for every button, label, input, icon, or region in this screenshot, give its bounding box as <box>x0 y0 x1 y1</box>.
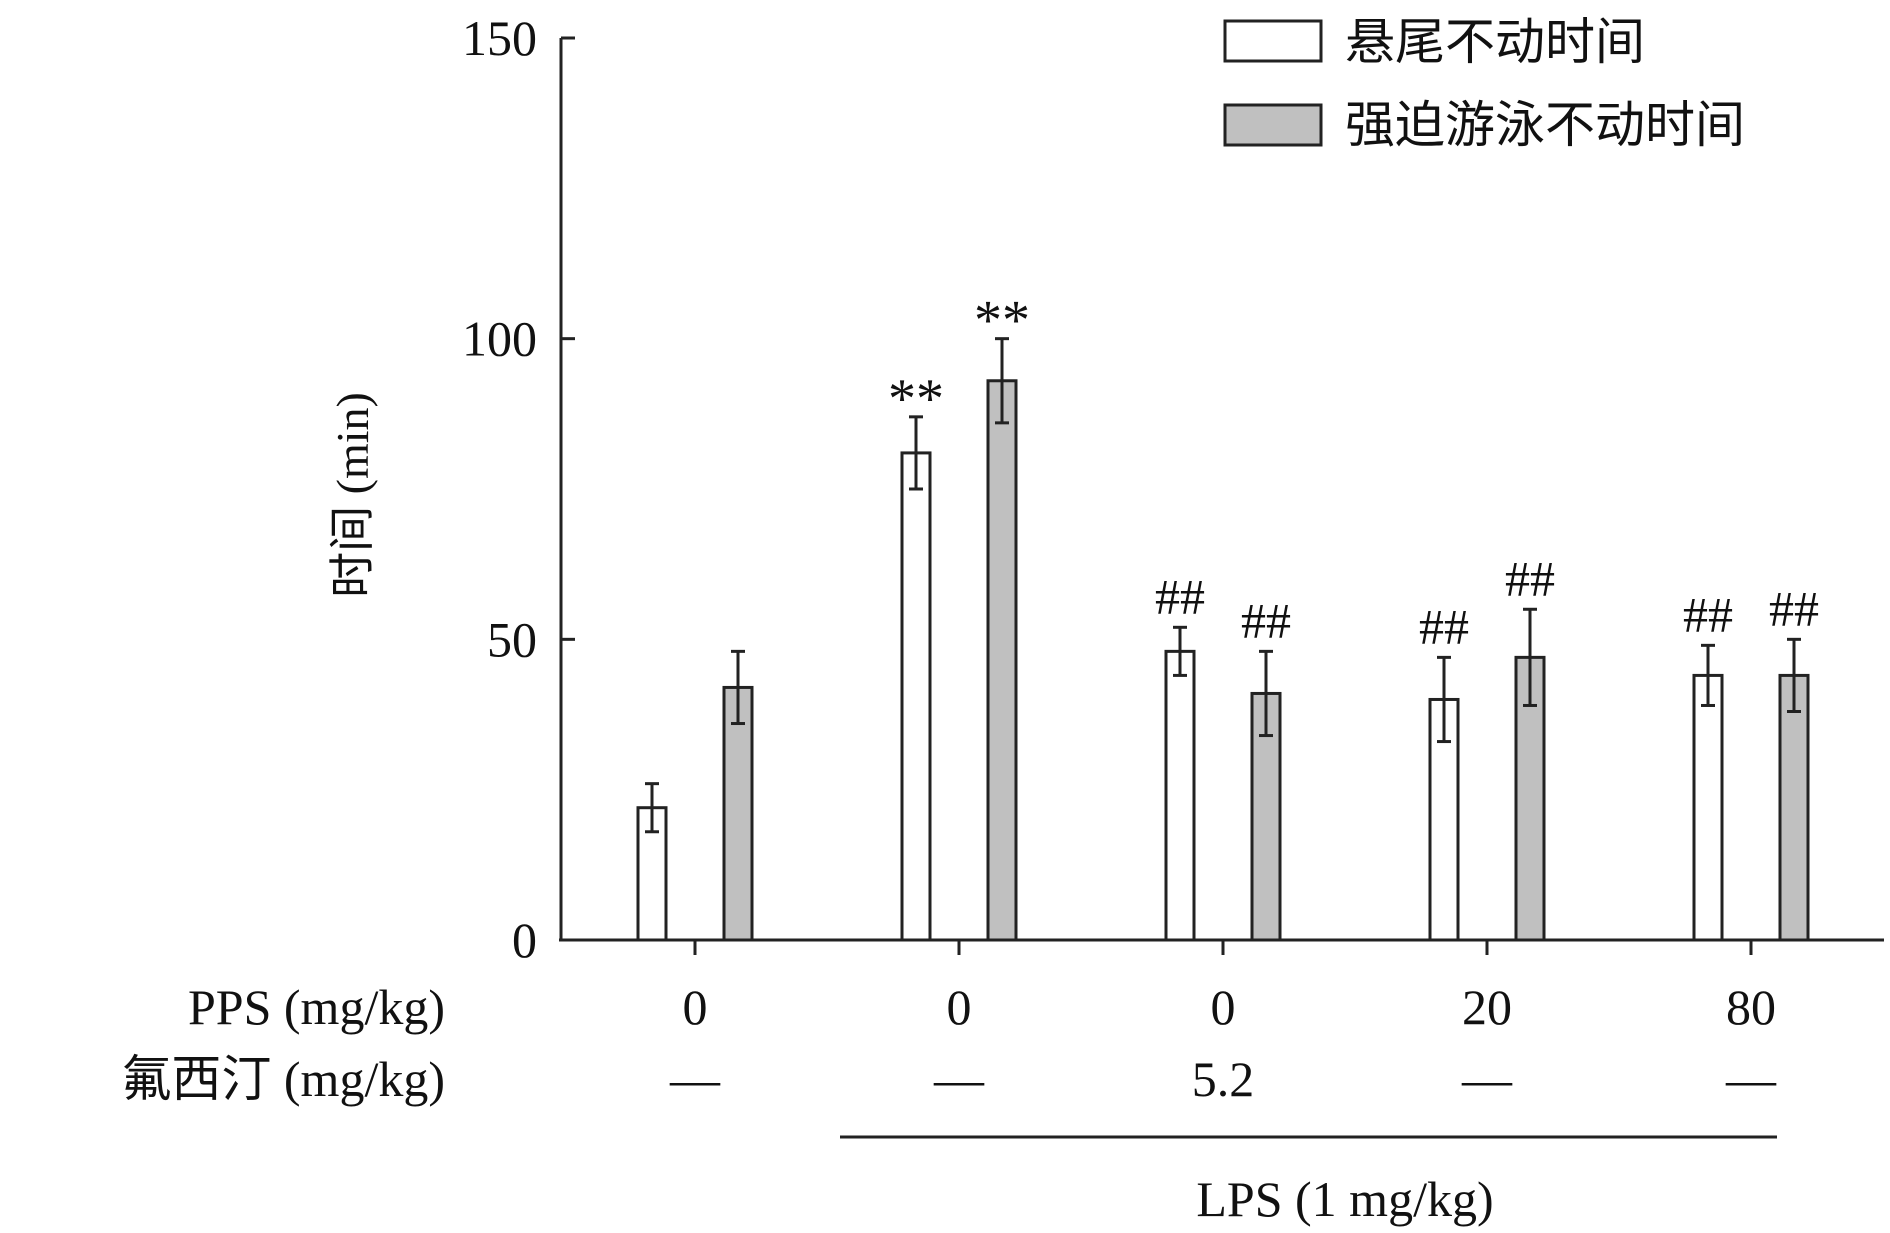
y-tick-label: 0 <box>512 912 537 968</box>
y-tick-label: 150 <box>462 10 537 66</box>
x-tick-label: 0 <box>1211 979 1236 1035</box>
fluoxetine-value: — <box>1461 1051 1513 1107</box>
significance-label: ## <box>1419 598 1469 654</box>
y-axis-label: 时间 (min) <box>327 392 378 598</box>
significance-label: ## <box>1683 586 1733 642</box>
legend-label-forced-swim: 强迫游泳不动时间 <box>1345 97 1745 153</box>
y-tick-label: 100 <box>462 311 537 367</box>
bar <box>986 379 1018 942</box>
fluoxetine-value: — <box>669 1051 721 1107</box>
significance-label: ** <box>974 290 1030 352</box>
bar <box>1778 673 1810 942</box>
bars: ** ** ## ## ## ## ## ## <box>636 290 1819 942</box>
bar <box>1692 673 1724 942</box>
y-ticks: 0 50 100 150 <box>462 10 575 968</box>
legend-label-tail-suspension: 悬尾不动时间 <box>1345 14 1645 70</box>
significance-label: ## <box>1241 592 1291 648</box>
fluoxetine-value: 5.2 <box>1192 1051 1255 1107</box>
fluoxetine-value: — <box>1725 1051 1777 1107</box>
legend: 悬尾不动时间 强迫游泳不动时间 <box>1223 14 1745 153</box>
x-tick-label: 20 <box>1462 979 1512 1035</box>
bar <box>900 451 932 942</box>
bar <box>1164 649 1196 942</box>
y-tick-label: 50 <box>487 611 537 667</box>
fluoxetine-row-label: 氟西汀 (mg/kg) <box>121 1051 445 1107</box>
significance-label: ## <box>1155 568 1205 624</box>
significance-label: ** <box>888 368 944 430</box>
lps-label: LPS (1 mg/kg) <box>1196 1171 1493 1227</box>
legend-swatch-forced-swim <box>1223 103 1323 147</box>
fluoxetine-value: — <box>933 1051 985 1107</box>
x-tick-label: 0 <box>683 979 708 1035</box>
significance-label: ## <box>1769 580 1819 636</box>
legend-swatch-tail-suspension <box>1223 19 1323 63</box>
x-labels: 0 — 0 — 0 5.2 20 — 80 — <box>669 940 1777 1107</box>
significance-label: ## <box>1505 550 1555 606</box>
x-tick-label: 80 <box>1726 979 1776 1035</box>
bar <box>722 685 754 942</box>
x-tick-label: 0 <box>947 979 972 1035</box>
pps-row-label: PPS (mg/kg) <box>188 979 445 1035</box>
